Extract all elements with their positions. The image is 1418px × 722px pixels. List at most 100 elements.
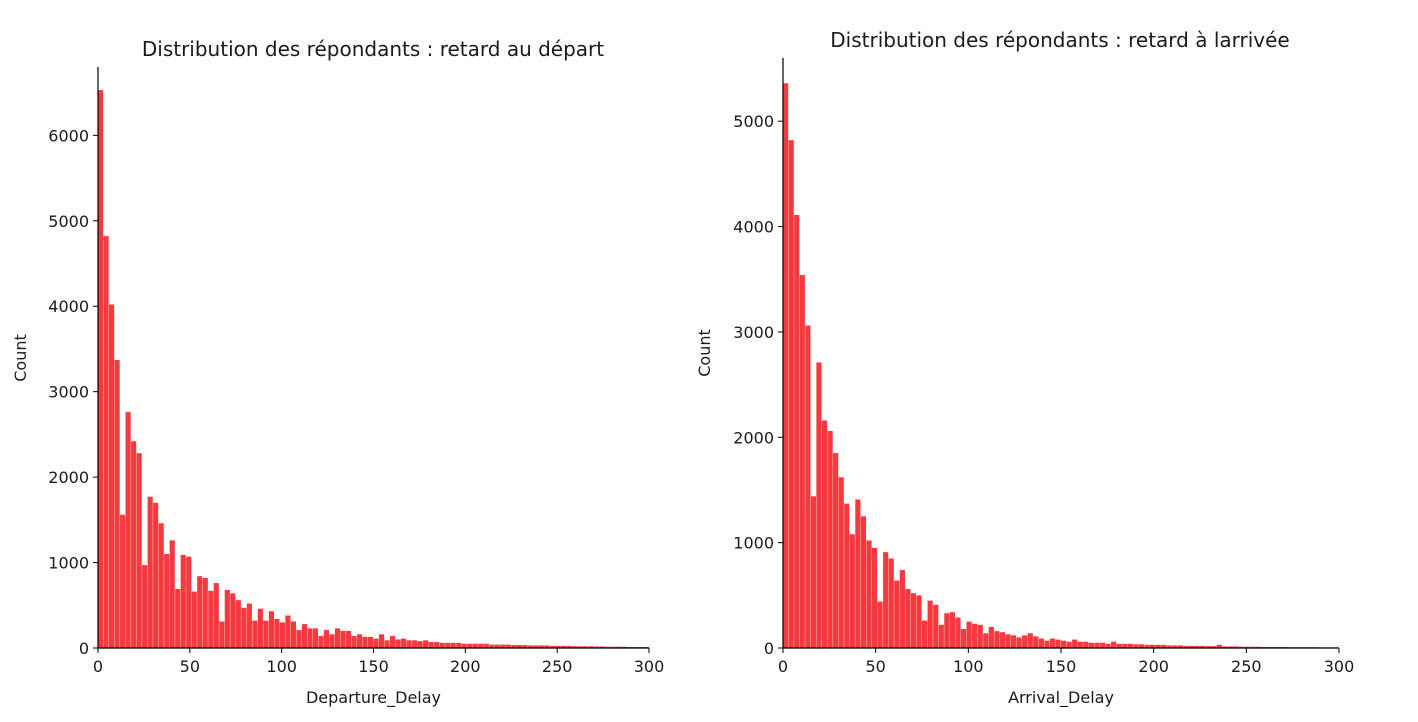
histogram-bar xyxy=(555,645,561,648)
histogram-bar xyxy=(428,642,434,648)
chart-departure-delay: 0 50 100 150 200 250 3000100020003000400050006… xyxy=(11,37,664,708)
histogram-bar xyxy=(307,628,313,648)
histogram-bar xyxy=(1211,646,1217,648)
histogram-bar xyxy=(1133,644,1139,648)
histogram-bar xyxy=(1061,640,1067,649)
histogram-bar xyxy=(417,641,423,648)
histogram-bar xyxy=(1094,642,1100,648)
y-axis-label: Count xyxy=(695,329,714,377)
histogram-bar xyxy=(279,622,285,648)
histogram-bar xyxy=(955,617,961,648)
histogram-bar xyxy=(621,646,627,648)
histogram-bar xyxy=(268,611,274,648)
histogram-bar xyxy=(582,646,589,648)
histogram-bar xyxy=(472,643,478,648)
histogram-bar xyxy=(1072,639,1078,648)
histogram-bar xyxy=(788,140,794,648)
histogram-bar xyxy=(373,638,379,648)
histogram-bar xyxy=(593,646,600,648)
histogram-bar xyxy=(180,554,186,648)
histogram-bar xyxy=(1183,645,1189,648)
y-tick-label: 0 xyxy=(79,639,89,658)
histogram-bar xyxy=(235,600,241,648)
x-axis-label: Departure_Delay xyxy=(306,688,441,708)
x-tick-label: 200 xyxy=(450,657,481,676)
histogram-bar xyxy=(544,645,550,648)
histogram-bar xyxy=(1244,646,1250,648)
histogram-bar xyxy=(478,643,484,648)
histogram-bar xyxy=(1155,644,1161,648)
histogram-bar xyxy=(323,630,330,648)
histogram-bar xyxy=(533,645,539,648)
histogram-bar xyxy=(175,589,181,648)
histogram-bar xyxy=(434,642,440,648)
histogram-bar xyxy=(933,604,939,648)
histogram-bar xyxy=(169,540,175,648)
histogram-bar xyxy=(252,620,258,648)
histogram-bar xyxy=(960,629,967,648)
histogram-bar xyxy=(1177,645,1183,648)
y-axis-label: Count xyxy=(11,334,30,382)
histogram-bar xyxy=(1205,646,1211,648)
histogram-bar xyxy=(1149,644,1156,648)
histogram-bar xyxy=(1005,634,1011,648)
histogram-bar xyxy=(866,540,872,648)
histogram-bar xyxy=(1044,640,1050,649)
histogram-bar xyxy=(910,593,917,648)
histogram-bar xyxy=(1033,636,1039,648)
y-tick-label: 1000 xyxy=(48,554,89,573)
histogram-bar xyxy=(599,646,605,648)
histogram-bar xyxy=(412,640,418,648)
histogram-bar xyxy=(1166,645,1172,648)
histogram-bar xyxy=(977,624,983,648)
histogram-bar xyxy=(1111,641,1117,648)
histogram-bar xyxy=(1038,638,1044,648)
histogram-bar xyxy=(838,477,844,648)
y-tick-label: 6000 xyxy=(48,126,89,145)
y-tick-label: 3000 xyxy=(733,323,774,342)
histogram-bar xyxy=(560,645,566,648)
histogram-bar xyxy=(522,645,528,648)
chart-arrival-delay: 0 50 100 150 200 250 300010002000300040005000D… xyxy=(695,28,1354,708)
x-tick-label: 250 xyxy=(542,657,573,676)
x-tick-label: 0 xyxy=(778,657,788,676)
histogram-bar xyxy=(285,615,291,648)
histogram-bar xyxy=(938,624,944,648)
y-tick-label: 5000 xyxy=(48,212,89,231)
histogram-bar xyxy=(158,523,164,648)
histogram-bar xyxy=(1027,633,1033,648)
histogram-bar xyxy=(164,554,170,648)
histogram-bar xyxy=(1172,645,1178,648)
histogram-bar xyxy=(489,644,495,648)
histogram-bar xyxy=(877,601,883,648)
histogram-bar xyxy=(202,577,208,648)
x-tick-label: 50 xyxy=(180,657,200,676)
histogram-bar xyxy=(1105,643,1111,648)
x-tick-label: 150 xyxy=(358,657,389,676)
y-tick-label: 2000 xyxy=(733,428,774,447)
histogram-bar xyxy=(511,645,517,648)
histogram-bar xyxy=(894,580,900,648)
histogram-bar xyxy=(367,636,374,648)
histogram-bar xyxy=(120,514,126,648)
histogram-bar xyxy=(538,645,544,648)
histogram-bar xyxy=(461,643,467,648)
x-tick-label: 50 xyxy=(865,657,885,676)
histogram-bar xyxy=(500,644,506,648)
histogram-bar xyxy=(186,556,192,648)
histogram-bar xyxy=(1016,637,1022,648)
x-tick-label: 200 xyxy=(1138,657,1169,676)
histogram-bar xyxy=(1188,645,1195,648)
histogram-bar xyxy=(230,593,236,648)
histogram-bar xyxy=(296,630,302,648)
histogram-bar xyxy=(334,628,341,648)
histogram-bar xyxy=(516,645,522,648)
histogram-bar xyxy=(549,645,555,648)
y-tick-label: 2000 xyxy=(48,468,89,487)
histogram-bar xyxy=(109,304,115,648)
histogram-bar xyxy=(799,275,805,648)
histogram-bar xyxy=(1049,638,1056,648)
histogram-bar xyxy=(1194,645,1200,648)
histogram-bar xyxy=(1088,642,1095,648)
histogram-bar xyxy=(888,558,894,648)
